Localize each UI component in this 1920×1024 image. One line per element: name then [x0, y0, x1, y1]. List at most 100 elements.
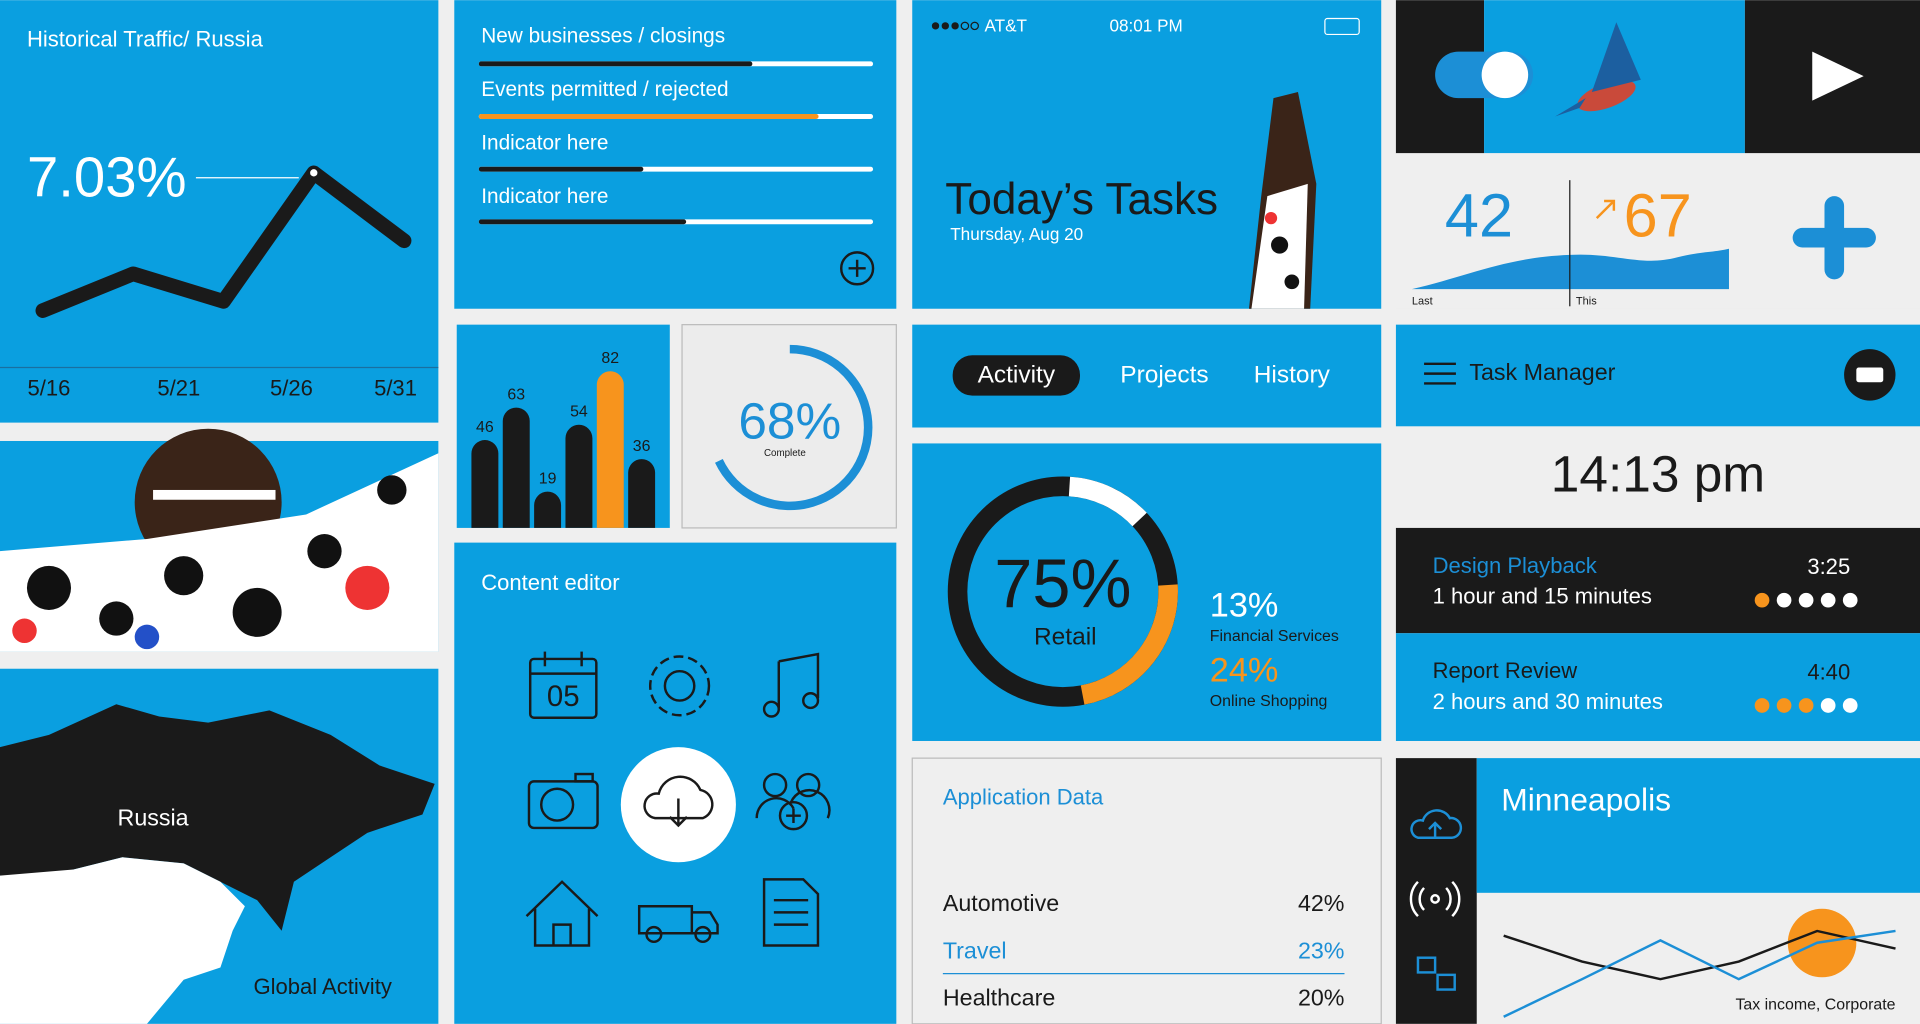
- calendar-day: 05: [547, 680, 580, 713]
- sector-value: 24%: [1210, 651, 1279, 689]
- x-tick-label: 5/16: [28, 375, 71, 400]
- row-value: 20%: [1298, 984, 1345, 1010]
- panel-title: Task Manager: [1469, 359, 1615, 385]
- sector-name: Online Shopping: [1210, 693, 1328, 710]
- sidebar-icons: [1409, 809, 1463, 991]
- task-duration: 1 hour and 15 minutes: [1433, 584, 1652, 609]
- task-time: 4:40: [1807, 659, 1850, 684]
- indicator-label: Indicator here: [481, 185, 608, 208]
- progress-dot: [1820, 698, 1836, 713]
- task-header: [1395, 324, 1920, 427]
- donut-segment: [1068, 476, 1147, 527]
- bar: [596, 371, 624, 528]
- traffic-line: [35, 165, 412, 318]
- tab[interactable]: History: [1254, 362, 1331, 389]
- indicator-label: Indicator here: [481, 131, 608, 154]
- task-name: Design Playback: [1433, 553, 1598, 578]
- progress-dot: [1754, 592, 1770, 608]
- task-row: [1395, 527, 1920, 634]
- bar: [471, 440, 499, 528]
- bar-label: 46: [476, 419, 494, 436]
- status-time: 08:01 PM: [1109, 16, 1182, 36]
- bar-label: 36: [633, 438, 651, 455]
- row-label: Automotive: [943, 890, 1059, 916]
- map-label: Russia: [118, 804, 189, 830]
- row-value: 23%: [1298, 937, 1345, 963]
- panel-title: Application Data: [943, 784, 1104, 809]
- signal-dots: [931, 21, 979, 31]
- tab[interactable]: Activity: [978, 362, 1056, 389]
- progress-dot: [1842, 592, 1858, 608]
- phone-date: Thursday, Aug 20: [950, 224, 1083, 244]
- x-tick-label: 5/21: [157, 375, 200, 400]
- sector-panel: [912, 443, 1382, 741]
- add-button[interactable]: [840, 251, 875, 286]
- icons: [525, 651, 831, 947]
- phone-title: Today’s Tasks: [945, 175, 1218, 224]
- main-label: 75%: [994, 545, 1131, 622]
- sector-value: 13%: [1210, 587, 1279, 625]
- bird: [1555, 22, 1641, 117]
- indicator-panel: [454, 0, 897, 309]
- donut-segment: [1080, 584, 1178, 705]
- carrier: AT&T: [984, 16, 1027, 36]
- play-button[interactable]: [1812, 51, 1864, 101]
- city-line: [1503, 929, 1896, 981]
- stat-caption: This: [1576, 295, 1597, 307]
- bar-label: 63: [507, 387, 525, 404]
- app-data-panel: [911, 757, 1382, 1024]
- progress-dot: [1776, 698, 1792, 713]
- city-line: [1503, 929, 1896, 1018]
- headline: 7.03%: [27, 145, 187, 208]
- progress-caption: Complete: [764, 448, 806, 459]
- task-duration: 2 hours and 30 minutes: [1433, 689, 1663, 714]
- bar: [534, 491, 562, 528]
- stat-this: 67: [1624, 182, 1692, 250]
- plus-button[interactable]: [1792, 196, 1876, 280]
- row-label: Travel: [943, 937, 1007, 963]
- progress-dot: [1798, 592, 1814, 608]
- city-name: Minneapolis: [1501, 782, 1671, 818]
- bar: [565, 424, 593, 528]
- row-value: 42%: [1298, 890, 1345, 916]
- stat-caption: Last: [1412, 295, 1433, 307]
- indicator-label: New businesses / closings: [481, 24, 725, 47]
- bar: [502, 407, 530, 528]
- sector-name: Financial Services: [1210, 628, 1339, 645]
- main-name: Retail: [1034, 624, 1097, 651]
- clock: 14:13 pm: [1551, 444, 1765, 502]
- indicator-label: Events permitted / rejected: [481, 78, 728, 101]
- x-tick-label: 5/31: [374, 375, 417, 400]
- x-tick-label: 5/26: [270, 375, 313, 400]
- chart-caption: Tax income, Corporate: [1735, 997, 1895, 1014]
- map-caption: Global Activity: [253, 974, 391, 999]
- task-time: 3:25: [1807, 554, 1850, 579]
- print-icon: [1856, 367, 1884, 383]
- task-name: Report Review: [1433, 658, 1578, 683]
- progress-arc: [715, 344, 873, 511]
- panel-title: Content editor: [481, 570, 619, 595]
- toggle-knob: [1481, 51, 1529, 99]
- progress-dot: [1820, 592, 1836, 608]
- progress-panel: [681, 324, 897, 529]
- progress-label: 68%: [738, 392, 841, 450]
- active-tab[interactable]: [952, 355, 1080, 396]
- bar-label: 54: [570, 404, 588, 421]
- progress-dot: [1776, 592, 1792, 608]
- map-region: [0, 857, 245, 1024]
- bar-label: 82: [601, 350, 619, 367]
- peak-dot: [310, 169, 318, 177]
- task-row: [1395, 633, 1920, 741]
- battery: [1324, 17, 1360, 36]
- panel-title: Historical Traffic/ Russia: [27, 26, 264, 51]
- tab[interactable]: Projects: [1120, 362, 1208, 389]
- add-icon: [848, 259, 866, 277]
- progress-dot: [1842, 698, 1858, 713]
- stat-last: 42: [1445, 182, 1513, 250]
- menu-icon[interactable]: [1424, 362, 1456, 385]
- bar-label: 19: [539, 471, 557, 488]
- city-header: [1476, 758, 1920, 893]
- bar: [628, 459, 656, 528]
